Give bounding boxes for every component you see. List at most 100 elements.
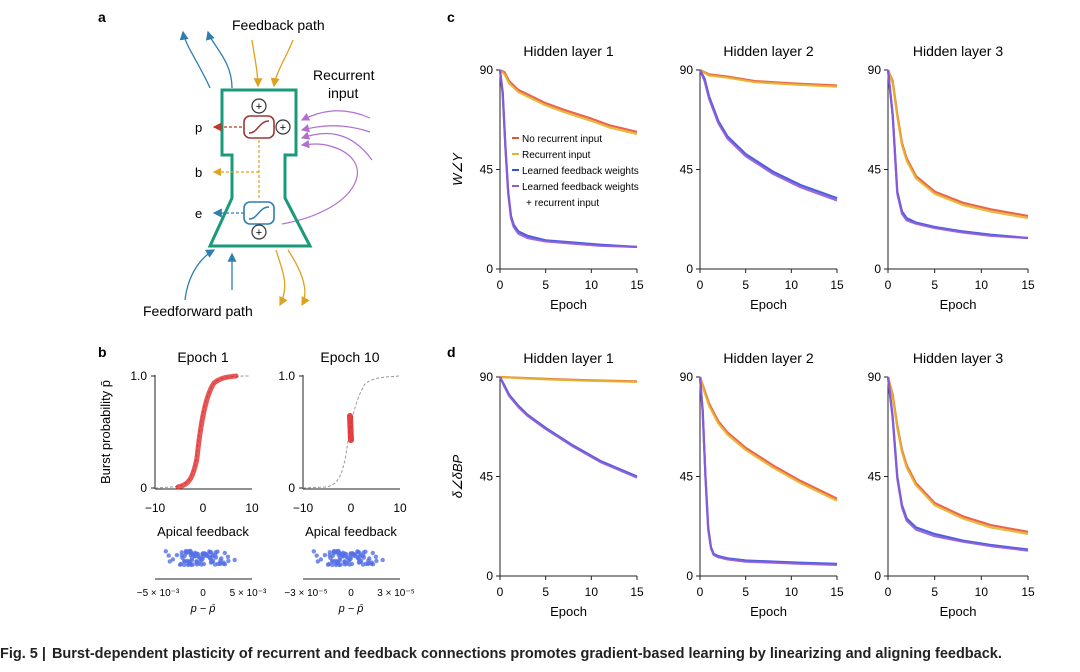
scatter-dot bbox=[177, 562, 183, 567]
panel-b-title-1: Epoch 1 bbox=[177, 349, 229, 365]
scatter-dot bbox=[219, 556, 224, 561]
series-line bbox=[886, 376, 1029, 536]
x-tick-label: 15 bbox=[830, 585, 844, 599]
legend-entry: Learned feedback weights bbox=[522, 182, 639, 193]
y-tick-label: 90 bbox=[480, 370, 494, 384]
scatter-dot bbox=[194, 562, 200, 567]
chart-c-2: Hidden layer 2 0 45 90 0 5 10 15 Epoch bbox=[680, 43, 844, 312]
x-tick-label: 5 bbox=[742, 585, 749, 599]
x-tick-label: 10 bbox=[585, 278, 599, 292]
panel-b: b Burst probability p̄ Epoch 1 1.0 0 −10… bbox=[98, 344, 415, 615]
x-tick-label: 15 bbox=[830, 278, 844, 292]
recurrent-arrow-4 bbox=[281, 139, 358, 225]
scatter-dot bbox=[347, 562, 352, 567]
y-tick-label: 0 bbox=[486, 569, 493, 583]
scatter-dot bbox=[213, 553, 218, 558]
x-tick-label: 15 bbox=[630, 278, 644, 292]
scatter-dot bbox=[222, 550, 227, 556]
panel-d-label: d bbox=[447, 344, 456, 360]
legend-entry: + recurrent input bbox=[526, 198, 599, 209]
y-tick-label: 0 bbox=[874, 262, 881, 276]
series-line bbox=[499, 375, 638, 383]
scatter-dot bbox=[163, 549, 168, 554]
x-axis-label: Epoch bbox=[550, 604, 587, 619]
b2-xtick-2: 0 bbox=[348, 501, 355, 515]
y-tick-label: 90 bbox=[680, 370, 694, 384]
chart-title: Hidden layer 3 bbox=[913, 350, 1003, 366]
recurrent-arrow-1 bbox=[300, 110, 371, 121]
series-line bbox=[698, 376, 838, 502]
y-tick-label: 45 bbox=[868, 470, 882, 484]
caption-text: Burst-dependent plasticity of recurrent … bbox=[51, 646, 1002, 662]
scatter-dot bbox=[369, 561, 374, 566]
x-tick-label: 15 bbox=[1021, 585, 1035, 599]
scatter-dot bbox=[331, 549, 337, 555]
recurrent-sum-node bbox=[275, 119, 291, 135]
x-tick-label: 0 bbox=[697, 278, 704, 292]
series-line bbox=[499, 376, 638, 478]
scatter-dot bbox=[363, 549, 368, 554]
series-line bbox=[499, 69, 638, 133]
scatter-dot bbox=[311, 549, 316, 554]
series-line bbox=[499, 69, 638, 136]
svg-text:+: + bbox=[280, 122, 286, 134]
chart-title: Hidden layer 2 bbox=[723, 43, 813, 59]
scatter-dot bbox=[325, 562, 331, 567]
scatter-dot bbox=[374, 558, 379, 564]
x-tick-label: 15 bbox=[1021, 278, 1035, 292]
chart-d-3: Hidden layer 3 0 45 90 0 5 10 15 Epoch bbox=[868, 350, 1035, 619]
y-tick-label: 90 bbox=[480, 63, 494, 77]
b1-feedback-scatter bbox=[163, 548, 237, 568]
scatter-dot bbox=[225, 554, 231, 559]
y-axis-label: δ∠δBP bbox=[450, 454, 465, 498]
scatter-dot bbox=[210, 558, 216, 564]
x-tick-label: 10 bbox=[585, 585, 599, 599]
scatter-dot bbox=[226, 558, 231, 564]
x-axis-label: Epoch bbox=[750, 297, 787, 312]
scatter-dot bbox=[373, 554, 379, 559]
scatter-dot bbox=[342, 562, 348, 567]
x-axis-label: Epoch bbox=[940, 297, 977, 312]
legend-entry: Learned feedback weights bbox=[522, 166, 639, 177]
scatter-dot bbox=[183, 549, 189, 555]
b1-scatter-xlabel: p − p̄ bbox=[190, 603, 216, 615]
b2-scatter-tick-3: 3 × 10⁻⁵ bbox=[377, 588, 415, 599]
chart-title: Hidden layer 1 bbox=[523, 350, 613, 366]
scatter-dot bbox=[314, 553, 319, 558]
x-axis-label: Epoch bbox=[550, 297, 587, 312]
legend-entry: No recurrent input bbox=[522, 134, 602, 145]
scatter-dot bbox=[208, 550, 213, 555]
figure-canvas: a Feedback path Recurrent input Feedforw… bbox=[98, 9, 1035, 619]
series-line bbox=[698, 376, 838, 566]
scatter-dot bbox=[198, 558, 203, 564]
y-tick-label: 45 bbox=[680, 470, 694, 484]
legend-entry: Recurrent input bbox=[522, 150, 591, 161]
scatter-dot bbox=[188, 553, 193, 558]
x-tick-label: 0 bbox=[697, 585, 704, 599]
x-tick-label: 5 bbox=[931, 278, 938, 292]
scatter-dot bbox=[185, 562, 191, 568]
b2-scatter-xlabel: p − p̄ bbox=[338, 603, 364, 615]
x-tick-label: 10 bbox=[785, 585, 799, 599]
x-tick-label: 0 bbox=[885, 585, 892, 599]
recurrent-input-label-line1: Recurrent bbox=[313, 67, 375, 83]
x-tick-label: 15 bbox=[630, 585, 644, 599]
b2-ytick-bottom: 0 bbox=[288, 481, 295, 495]
scatter-dot bbox=[330, 562, 335, 568]
line-charts: Hidden layer 1 0 45 90 0 5 10 15 Epoch W∠Y No recu… bbox=[450, 43, 1035, 619]
y-tick-label: 45 bbox=[680, 163, 694, 177]
b2-xtick-1: −10 bbox=[293, 501, 314, 515]
chart-title: Hidden layer 1 bbox=[523, 43, 613, 59]
b1-scatter-tick-3: 5 × 10⁻³ bbox=[230, 588, 267, 599]
scatter-dot bbox=[346, 558, 351, 564]
b1-xtick-1: −10 bbox=[145, 501, 166, 515]
caption-label: Fig. 5 | bbox=[0, 646, 46, 662]
series-line bbox=[698, 69, 838, 202]
series-line bbox=[699, 69, 838, 200]
scatter-dot bbox=[343, 551, 349, 557]
series-line bbox=[886, 69, 1029, 217]
b1-scatter-band bbox=[175, 373, 239, 490]
x-tick-label: 0 bbox=[497, 278, 504, 292]
x-tick-label: 0 bbox=[497, 585, 504, 599]
scatter-dot bbox=[322, 552, 328, 558]
